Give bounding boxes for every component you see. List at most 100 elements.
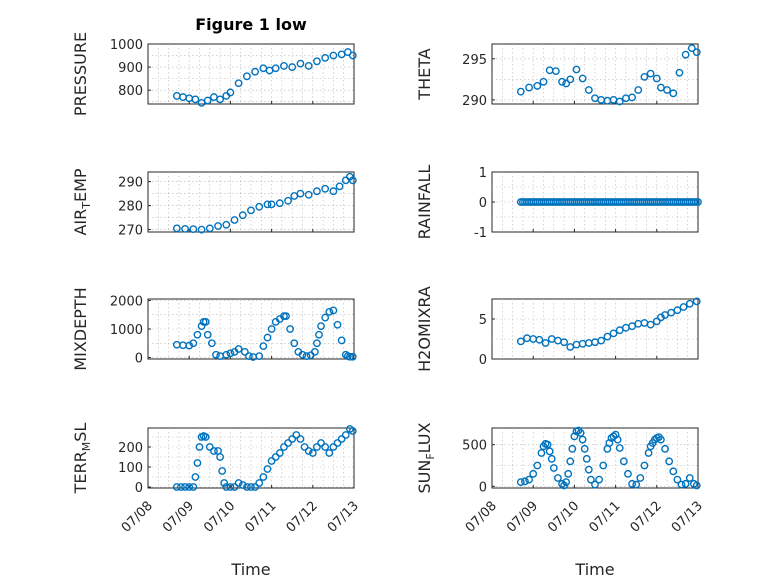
data-point xyxy=(288,63,297,71)
data-point xyxy=(191,473,200,481)
x-axis-label-right: Time xyxy=(574,560,614,579)
data-point xyxy=(234,479,243,487)
data-point xyxy=(189,483,198,491)
data-point xyxy=(603,332,612,341)
data-point xyxy=(525,475,533,484)
data-point xyxy=(216,453,225,461)
data-point xyxy=(525,83,533,92)
data-point xyxy=(313,187,321,196)
data-point xyxy=(677,480,686,489)
data-point xyxy=(267,457,276,465)
y-tick-label: 270 xyxy=(118,224,143,239)
data-point xyxy=(533,82,542,90)
data-point xyxy=(205,443,214,451)
data-point xyxy=(632,480,641,489)
data-point xyxy=(292,431,301,439)
data-point xyxy=(679,303,688,311)
data-point xyxy=(259,473,268,481)
data-point xyxy=(681,50,690,59)
data-point xyxy=(669,89,678,98)
y-axis-label: RAINFALL xyxy=(415,165,434,240)
data-point xyxy=(533,461,542,470)
data-point xyxy=(516,87,525,96)
y-tick-label: 290 xyxy=(118,176,143,191)
data-point xyxy=(275,449,284,457)
data-point xyxy=(329,51,338,60)
y-tick-label: 0 xyxy=(479,480,487,495)
data-point xyxy=(564,469,573,478)
y-tick-label: 100 xyxy=(118,461,143,476)
y-tick-label: 0 xyxy=(479,196,487,211)
data-point xyxy=(545,447,554,456)
data-point xyxy=(304,190,313,199)
axes-box xyxy=(147,427,355,489)
data-point xyxy=(348,176,357,185)
data-point xyxy=(212,350,220,359)
data-point xyxy=(562,478,571,487)
y-tick-label: 900 xyxy=(118,61,143,76)
data-point xyxy=(329,443,338,451)
data-point xyxy=(599,461,608,470)
data-point xyxy=(547,454,556,463)
y-tick-label: 1 xyxy=(479,166,487,181)
data-point xyxy=(263,333,272,342)
data-point xyxy=(628,93,636,102)
data-point xyxy=(591,480,599,489)
data-point xyxy=(315,330,323,339)
data-point xyxy=(609,329,618,338)
x-tick-label: 07/13 xyxy=(325,499,362,536)
data-point xyxy=(578,74,587,83)
data-point xyxy=(238,211,247,220)
data-point xyxy=(549,464,558,472)
data-point xyxy=(230,483,239,491)
data-point xyxy=(597,336,606,345)
data-point xyxy=(177,483,185,491)
data-point xyxy=(267,325,276,333)
data-point xyxy=(325,449,334,457)
data-point xyxy=(222,350,231,359)
y-tick-label: 200 xyxy=(118,441,143,456)
data-point xyxy=(619,457,628,466)
x-axis-label-left: Time xyxy=(230,560,270,579)
data-point xyxy=(185,483,194,491)
data-point xyxy=(584,465,593,474)
data-point xyxy=(191,95,200,104)
data-point xyxy=(286,325,295,333)
data-point xyxy=(251,483,260,491)
data-point xyxy=(172,224,181,233)
x-tick-label: 07/10 xyxy=(545,499,582,536)
data-point xyxy=(308,449,317,457)
data-point xyxy=(195,443,204,451)
data-point xyxy=(348,427,357,435)
data-point xyxy=(566,457,575,466)
data-point xyxy=(516,478,525,487)
data-point xyxy=(335,182,344,191)
data-point xyxy=(640,72,649,81)
data-point xyxy=(652,74,661,83)
data-point xyxy=(333,439,342,447)
data-point xyxy=(193,330,202,339)
data-point xyxy=(646,320,655,329)
data-point xyxy=(280,443,288,451)
data-point xyxy=(576,429,585,437)
y-axis-label: THETA xyxy=(415,48,434,100)
data-point xyxy=(644,449,653,457)
y-tick-label: 800 xyxy=(118,84,143,99)
data-point xyxy=(554,474,562,482)
y-tick-label: 295 xyxy=(462,53,487,68)
data-point xyxy=(541,339,550,347)
data-point xyxy=(238,481,247,489)
data-point xyxy=(193,459,202,467)
data-point xyxy=(300,443,309,451)
data-point xyxy=(181,224,189,233)
data-point xyxy=(539,77,548,86)
data-point xyxy=(628,479,636,488)
data-point xyxy=(242,483,251,491)
data-point xyxy=(692,481,701,490)
data-point xyxy=(694,198,702,206)
data-point xyxy=(345,352,354,361)
y-tick-label: 0 xyxy=(135,352,143,367)
data-point xyxy=(337,435,346,443)
data-point xyxy=(529,469,538,478)
